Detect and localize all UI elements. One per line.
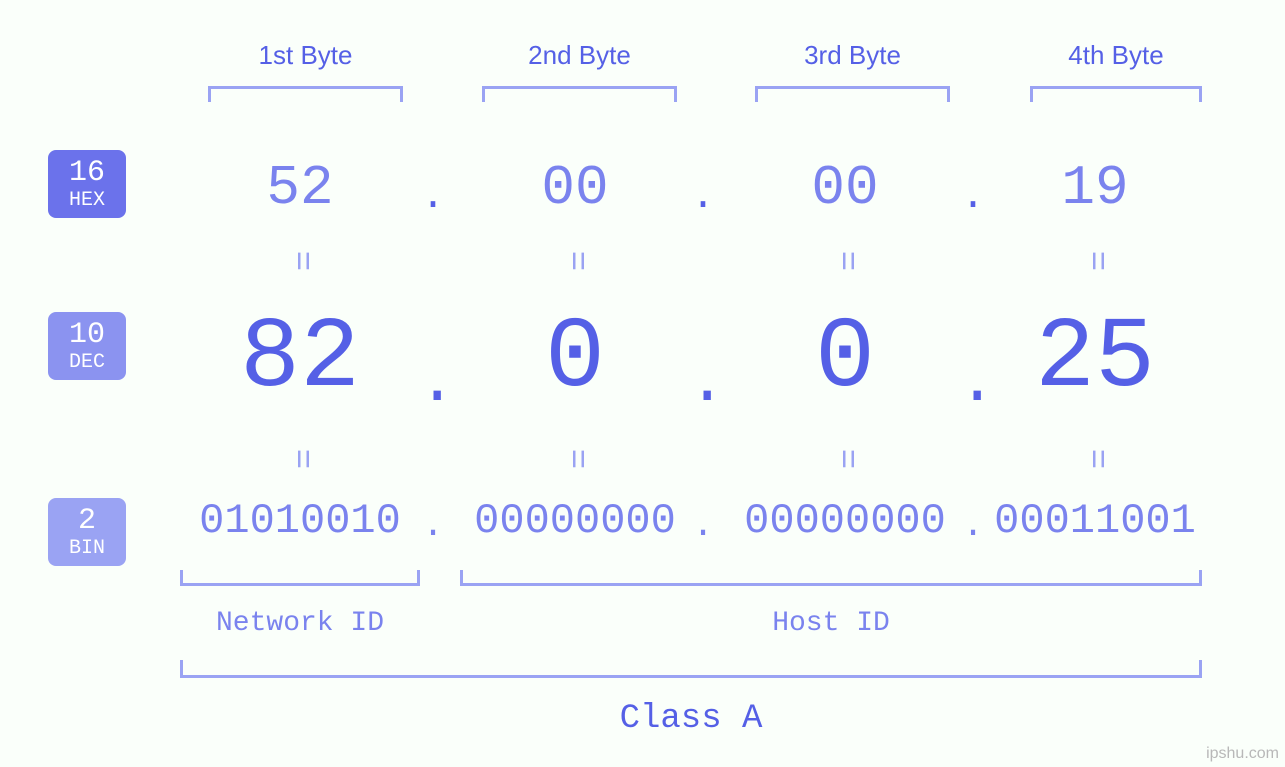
- base-badge-dec: 10 DEC: [48, 312, 126, 380]
- bin-byte-1: 01010010: [170, 500, 430, 542]
- hex-byte-4: 19: [965, 160, 1225, 216]
- bin-byte-4: 00011001: [965, 500, 1225, 542]
- equals-icon: =: [556, 241, 594, 281]
- hex-byte-3: 00: [715, 160, 975, 216]
- hex-dot-2: .: [688, 178, 718, 218]
- label-host-id: Host ID: [460, 608, 1202, 639]
- top-bracket-1: [208, 86, 403, 102]
- dec-byte-4: 25: [965, 310, 1225, 410]
- equals-icon: =: [281, 241, 319, 281]
- dec-dot-2: .: [688, 352, 718, 416]
- bin-dot-1: .: [418, 508, 448, 544]
- base-dec-number: 10: [48, 320, 126, 350]
- top-bracket-4: [1030, 86, 1202, 102]
- bin-byte-3: 00000000: [715, 500, 975, 542]
- hex-dot-1: .: [418, 178, 448, 218]
- label-network-id: Network ID: [180, 608, 420, 639]
- hex-byte-1: 52: [170, 160, 430, 216]
- base-badge-bin: 2 BIN: [48, 498, 126, 566]
- equals-icon: =: [826, 241, 864, 281]
- base-dec-label: DEC: [48, 352, 126, 374]
- equals-icon: =: [1076, 241, 1114, 281]
- dec-byte-2: 0: [445, 310, 705, 410]
- equals-icon: =: [1076, 439, 1114, 479]
- ip-diagram: 16 HEX 10 DEC 2 BIN 1st Byte 2nd Byte 3r…: [0, 0, 1285, 767]
- byte-label-2: 2nd Byte: [482, 40, 677, 71]
- dec-dot-3: .: [958, 352, 988, 416]
- bracket-host-id: [460, 570, 1202, 586]
- byte-label-3: 3rd Byte: [755, 40, 950, 71]
- bin-dot-2: .: [688, 508, 718, 544]
- base-badge-hex: 16 HEX: [48, 150, 126, 218]
- base-bin-label: BIN: [48, 538, 126, 560]
- dec-byte-1: 82: [170, 310, 430, 410]
- bin-byte-2: 00000000: [445, 500, 705, 542]
- equals-icon: =: [826, 439, 864, 479]
- dec-dot-1: .: [418, 352, 448, 416]
- base-hex-number: 16: [48, 158, 126, 188]
- hex-byte-2: 00: [445, 160, 705, 216]
- base-bin-number: 2: [48, 506, 126, 536]
- byte-label-4: 4th Byte: [1030, 40, 1202, 71]
- bracket-network-id: [180, 570, 420, 586]
- equals-icon: =: [281, 439, 319, 479]
- base-hex-label: HEX: [48, 190, 126, 212]
- bracket-class: [180, 660, 1202, 678]
- bin-dot-3: .: [958, 508, 988, 544]
- byte-label-1: 1st Byte: [208, 40, 403, 71]
- label-class: Class A: [180, 700, 1202, 738]
- dec-byte-3: 0: [715, 310, 975, 410]
- equals-icon: =: [556, 439, 594, 479]
- top-bracket-3: [755, 86, 950, 102]
- hex-dot-3: .: [958, 178, 988, 218]
- top-bracket-2: [482, 86, 677, 102]
- watermark: ipshu.com: [1206, 745, 1279, 763]
